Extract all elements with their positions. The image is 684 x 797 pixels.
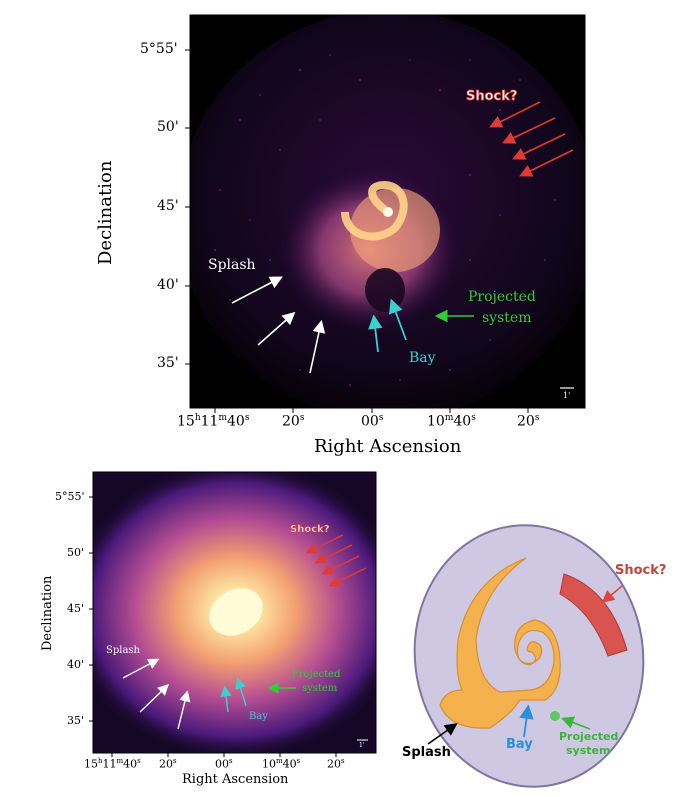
- bl-splash-label: Splash: [106, 645, 140, 656]
- top-axes-frame: [189, 14, 586, 409]
- top-projected-label-1: Projected: [468, 289, 536, 305]
- bl-x-ticks: [111, 753, 337, 757]
- schematic-projected-label-1: Projected: [559, 730, 619, 743]
- top-shock-label: Shock?: [466, 89, 518, 105]
- top-xtick-3: 10m40s: [427, 413, 476, 430]
- schematic: [413, 524, 645, 788]
- bl-shock-arrows: [305, 534, 367, 587]
- top-xtick-4: 20s: [517, 413, 540, 430]
- top-x-ticks: [214, 408, 529, 413]
- bottom-left-image: [93, 472, 376, 753]
- bl-ytick-4: 35': [67, 714, 85, 727]
- bl-shock-label: Shock?: [290, 524, 330, 536]
- bl-ytick-3: 40': [67, 658, 85, 671]
- bl-projected-label-1: Projected: [292, 669, 341, 680]
- bl-bay-label: Bay: [249, 711, 268, 722]
- top-splash-arrows: [231, 276, 326, 374]
- bl-scalebar-label: 1': [359, 742, 365, 749]
- top-scalebar-label: 1': [563, 391, 571, 400]
- top-ytick-1: 50': [157, 119, 179, 135]
- top-bay-arrows: [368, 298, 407, 353]
- bl-xtick-4: 20s: [327, 757, 345, 771]
- bl-xtick-3: 10m40s: [262, 757, 301, 771]
- top-ytick-3: 40': [157, 277, 179, 293]
- top-image: [190, 15, 585, 408]
- bl-ytick-0: 5°55': [55, 490, 85, 503]
- top-ylabel: Declination: [95, 160, 116, 265]
- bl-xlabel: Right Ascension: [182, 772, 289, 787]
- top-splash-label: Splash: [208, 257, 256, 273]
- schematic-splash-label: Splash: [402, 745, 451, 760]
- bl-xtick-0: 15h11m40s: [84, 757, 141, 771]
- top-bay-label: Bay: [409, 350, 436, 366]
- top-ytick-2: 45': [157, 198, 179, 214]
- top-ytick-0: 5°55': [140, 41, 178, 57]
- schematic-shock-label: Shock?: [615, 563, 667, 578]
- bl-ylabel: Declination: [40, 575, 55, 651]
- schematic-bay-label: Bay: [506, 737, 533, 752]
- top-xtick-1: 20s: [282, 413, 305, 430]
- bl-ytick-2: 45': [67, 602, 85, 615]
- bottom-left-axes-frame: [92, 471, 377, 754]
- schematic-projected-label-2: system: [566, 744, 611, 757]
- top-xtick-2: 00s: [361, 413, 384, 430]
- top-xtick-0: 15h11m40s: [177, 413, 250, 430]
- top-ytick-4: 35': [157, 355, 179, 371]
- top-y-ticks: [185, 49, 190, 365]
- bl-y-ticks: [89, 496, 93, 722]
- bl-projected-label-2: system: [302, 683, 338, 694]
- bl-xtick-2: 00s: [215, 757, 233, 771]
- top-projected-label-2: system: [482, 310, 532, 326]
- bl-bay-arrows: [220, 677, 247, 713]
- bl-splash-arrows: [122, 658, 191, 730]
- top-xlabel: Right Ascension: [314, 436, 462, 457]
- top-shock-arrows: [489, 101, 574, 177]
- bl-ytick-1: 50': [67, 546, 85, 559]
- bl-xtick-1: 20s: [159, 757, 177, 771]
